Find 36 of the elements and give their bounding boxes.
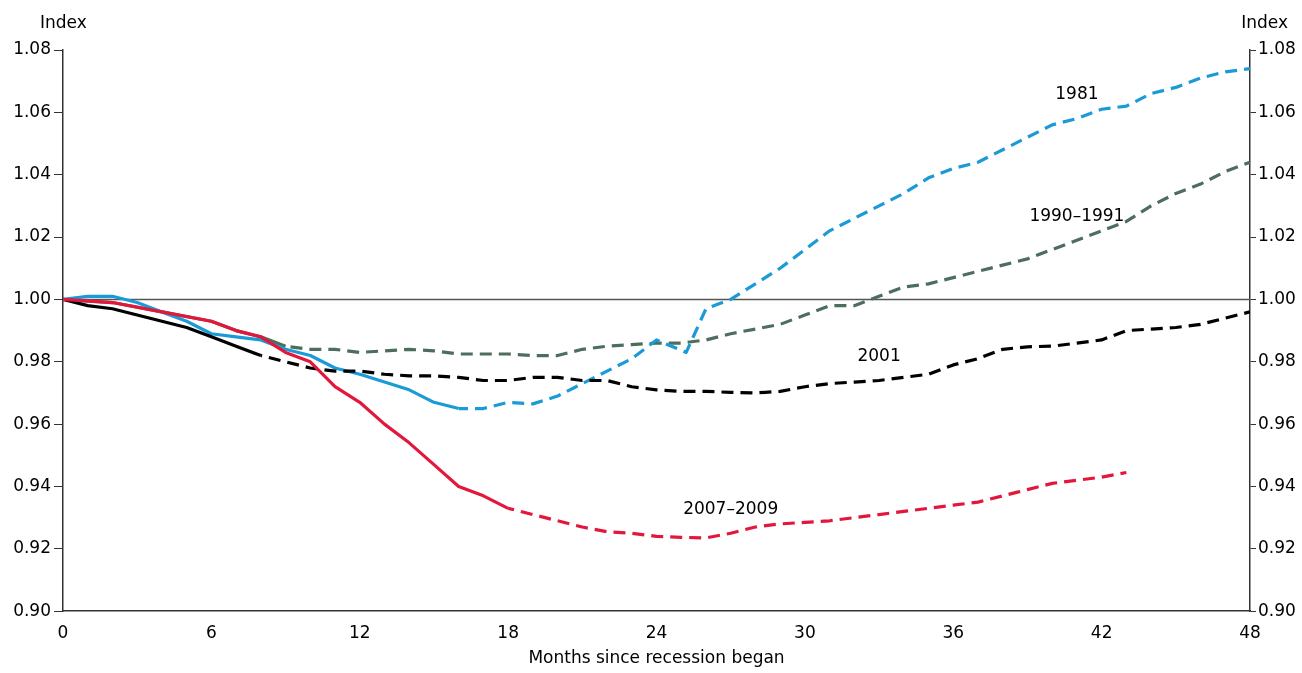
x-tick-label: 6 <box>205 621 217 642</box>
y2-axis-title: Index <box>1241 12 1288 32</box>
y2-tick-label: 0.90 <box>1258 599 1296 620</box>
x-tick-label: 24 <box>645 621 668 642</box>
y-tick-label: 1.02 <box>13 225 51 246</box>
y2-tick-label: 1.08 <box>1258 38 1296 59</box>
annotation: 1981 <box>1055 83 1099 104</box>
annotation: 1990–1991 <box>1029 204 1125 225</box>
x-tick-label: 18 <box>497 621 519 642</box>
y2-tick-label: 1.00 <box>1258 287 1296 308</box>
y-tick-label: 1.00 <box>13 287 51 308</box>
x-tick-label: 36 <box>942 621 965 642</box>
x-tick-label: 12 <box>348 621 371 642</box>
y-axis-title: Index <box>40 12 87 32</box>
y-tick-label: 0.90 <box>13 599 51 620</box>
y-tick-label: 1.04 <box>13 163 51 184</box>
y2-tick-label: 0.96 <box>1258 412 1296 433</box>
y2-tick-label: 0.98 <box>1258 350 1296 371</box>
x-tick-label: 30 <box>794 621 816 642</box>
x-tick-label: 0 <box>57 621 69 642</box>
y2-tick-label: 0.92 <box>1258 537 1296 558</box>
y-tick-label: 0.98 <box>13 350 51 371</box>
x-tick-label: 42 <box>1090 621 1113 642</box>
y-tick-label: 1.06 <box>13 100 51 121</box>
y-tick-label: 1.08 <box>13 38 51 59</box>
x-axis-title: Months since recession began <box>528 647 785 668</box>
y-tick-label: 0.92 <box>13 537 51 558</box>
y2-tick-label: 1.06 <box>1258 100 1296 121</box>
y2-tick-label: 0.94 <box>1258 474 1296 495</box>
y-tick-label: 0.94 <box>13 474 51 495</box>
y-tick-label: 0.96 <box>13 412 51 433</box>
y2-tick-label: 1.02 <box>1258 225 1296 246</box>
annotation: 2001 <box>857 344 901 365</box>
x-tick-label: 48 <box>1239 621 1261 642</box>
y2-tick-label: 1.04 <box>1258 163 1296 184</box>
annotation: 2007–2009 <box>683 497 779 518</box>
